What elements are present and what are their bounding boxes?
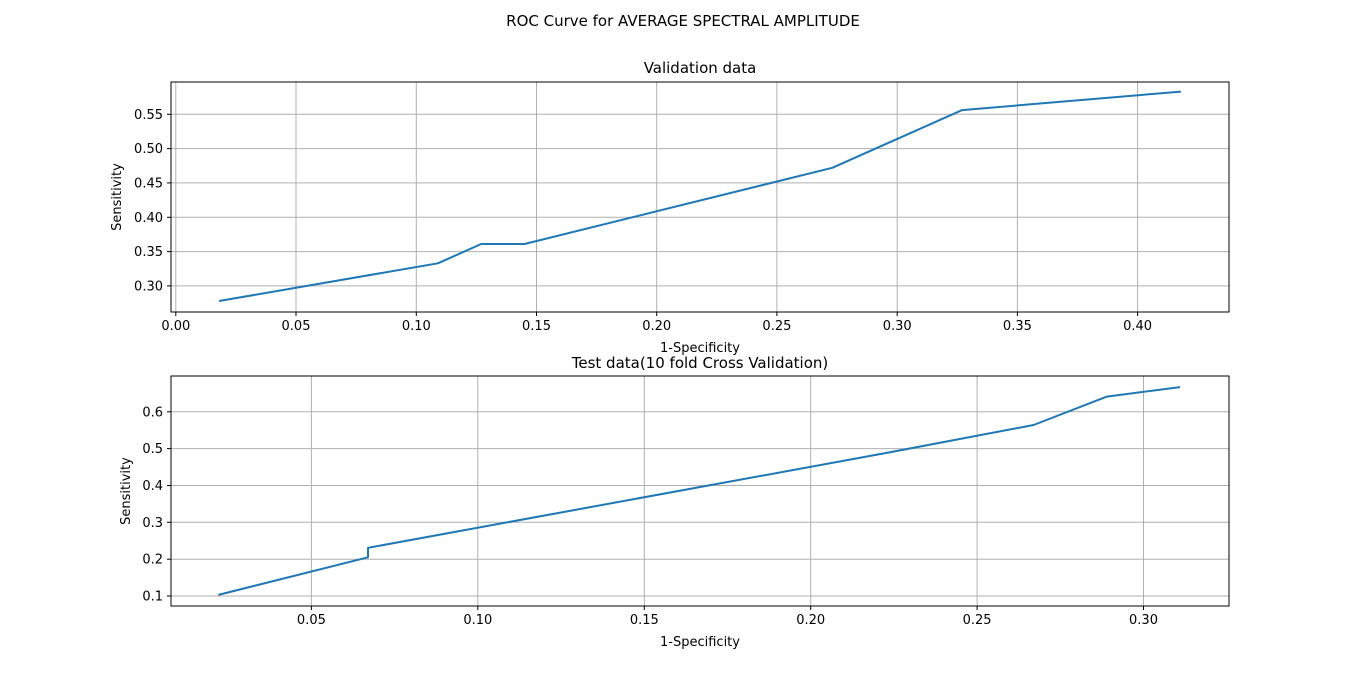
validation-ytick-label-1: 0.35: [134, 245, 163, 260]
validation-ylabel: Sensitivity: [110, 163, 125, 231]
test-axes-frame: [170, 375, 1230, 607]
test-roc-line: [218, 386, 1181, 596]
validation-ytick-label-3: 0.45: [134, 176, 163, 191]
validation-xtick-label-8: 0.40: [1123, 319, 1152, 334]
test-ytick-label-2: 0.3: [142, 516, 163, 531]
validation-ytick-label-2: 0.40: [134, 211, 163, 226]
test-ytick-label-5: 0.6: [142, 405, 163, 420]
test-xtick-label-0: 0.05: [297, 613, 326, 628]
test-xtick-label-5: 0.30: [1129, 613, 1158, 628]
test-ytick-label-0: 0.1: [142, 590, 163, 605]
validation-ytick-label-0: 0.30: [134, 279, 163, 294]
test-ylabel: Sensitivity: [119, 457, 134, 525]
validation-xtick-label-3: 0.15: [522, 319, 551, 334]
test-ytick-label-4: 0.5: [142, 442, 163, 457]
validation-xtick-label-2: 0.10: [402, 319, 431, 334]
test-xtick-label-2: 0.15: [630, 613, 659, 628]
test-xlabel: 1-Specificity: [660, 635, 740, 650]
validation-xlabel: 1-Specificity: [660, 341, 740, 356]
validation-xtick-label-7: 0.35: [1003, 319, 1032, 334]
validation-xtick-label-5: 0.25: [762, 319, 791, 334]
validation-ytick-label-4: 0.50: [134, 142, 163, 157]
validation-axes-frame: [170, 81, 1230, 313]
test-ytick-label-3: 0.4: [142, 479, 163, 494]
validation-ytick-label-5: 0.55: [134, 108, 163, 123]
figure-suptitle: ROC Curve for AVERAGE SPECTRAL AMPLITUDE: [506, 12, 860, 30]
test-panel: Test data(10 fold Cross Validation) 1-Sp…: [119, 354, 1230, 650]
validation-panel: Validation data 1-Specificity Sensitivit…: [110, 59, 1230, 356]
validation-xtick-label-1: 0.05: [282, 319, 311, 334]
validation-title: Validation data: [644, 59, 757, 77]
validation-roc-line: [218, 90, 1181, 302]
test-xtick-label-1: 0.10: [463, 613, 492, 628]
validation-xtick-label-6: 0.30: [883, 319, 912, 334]
test-xtick-label-4: 0.25: [963, 613, 992, 628]
validation-xtick-label-0: 0.00: [161, 319, 190, 334]
test-xtick-label-3: 0.20: [796, 613, 825, 628]
test-title: Test data(10 fold Cross Validation): [571, 354, 829, 372]
validation-xtick-label-4: 0.20: [642, 319, 671, 334]
test-ytick-label-1: 0.2: [142, 553, 163, 568]
